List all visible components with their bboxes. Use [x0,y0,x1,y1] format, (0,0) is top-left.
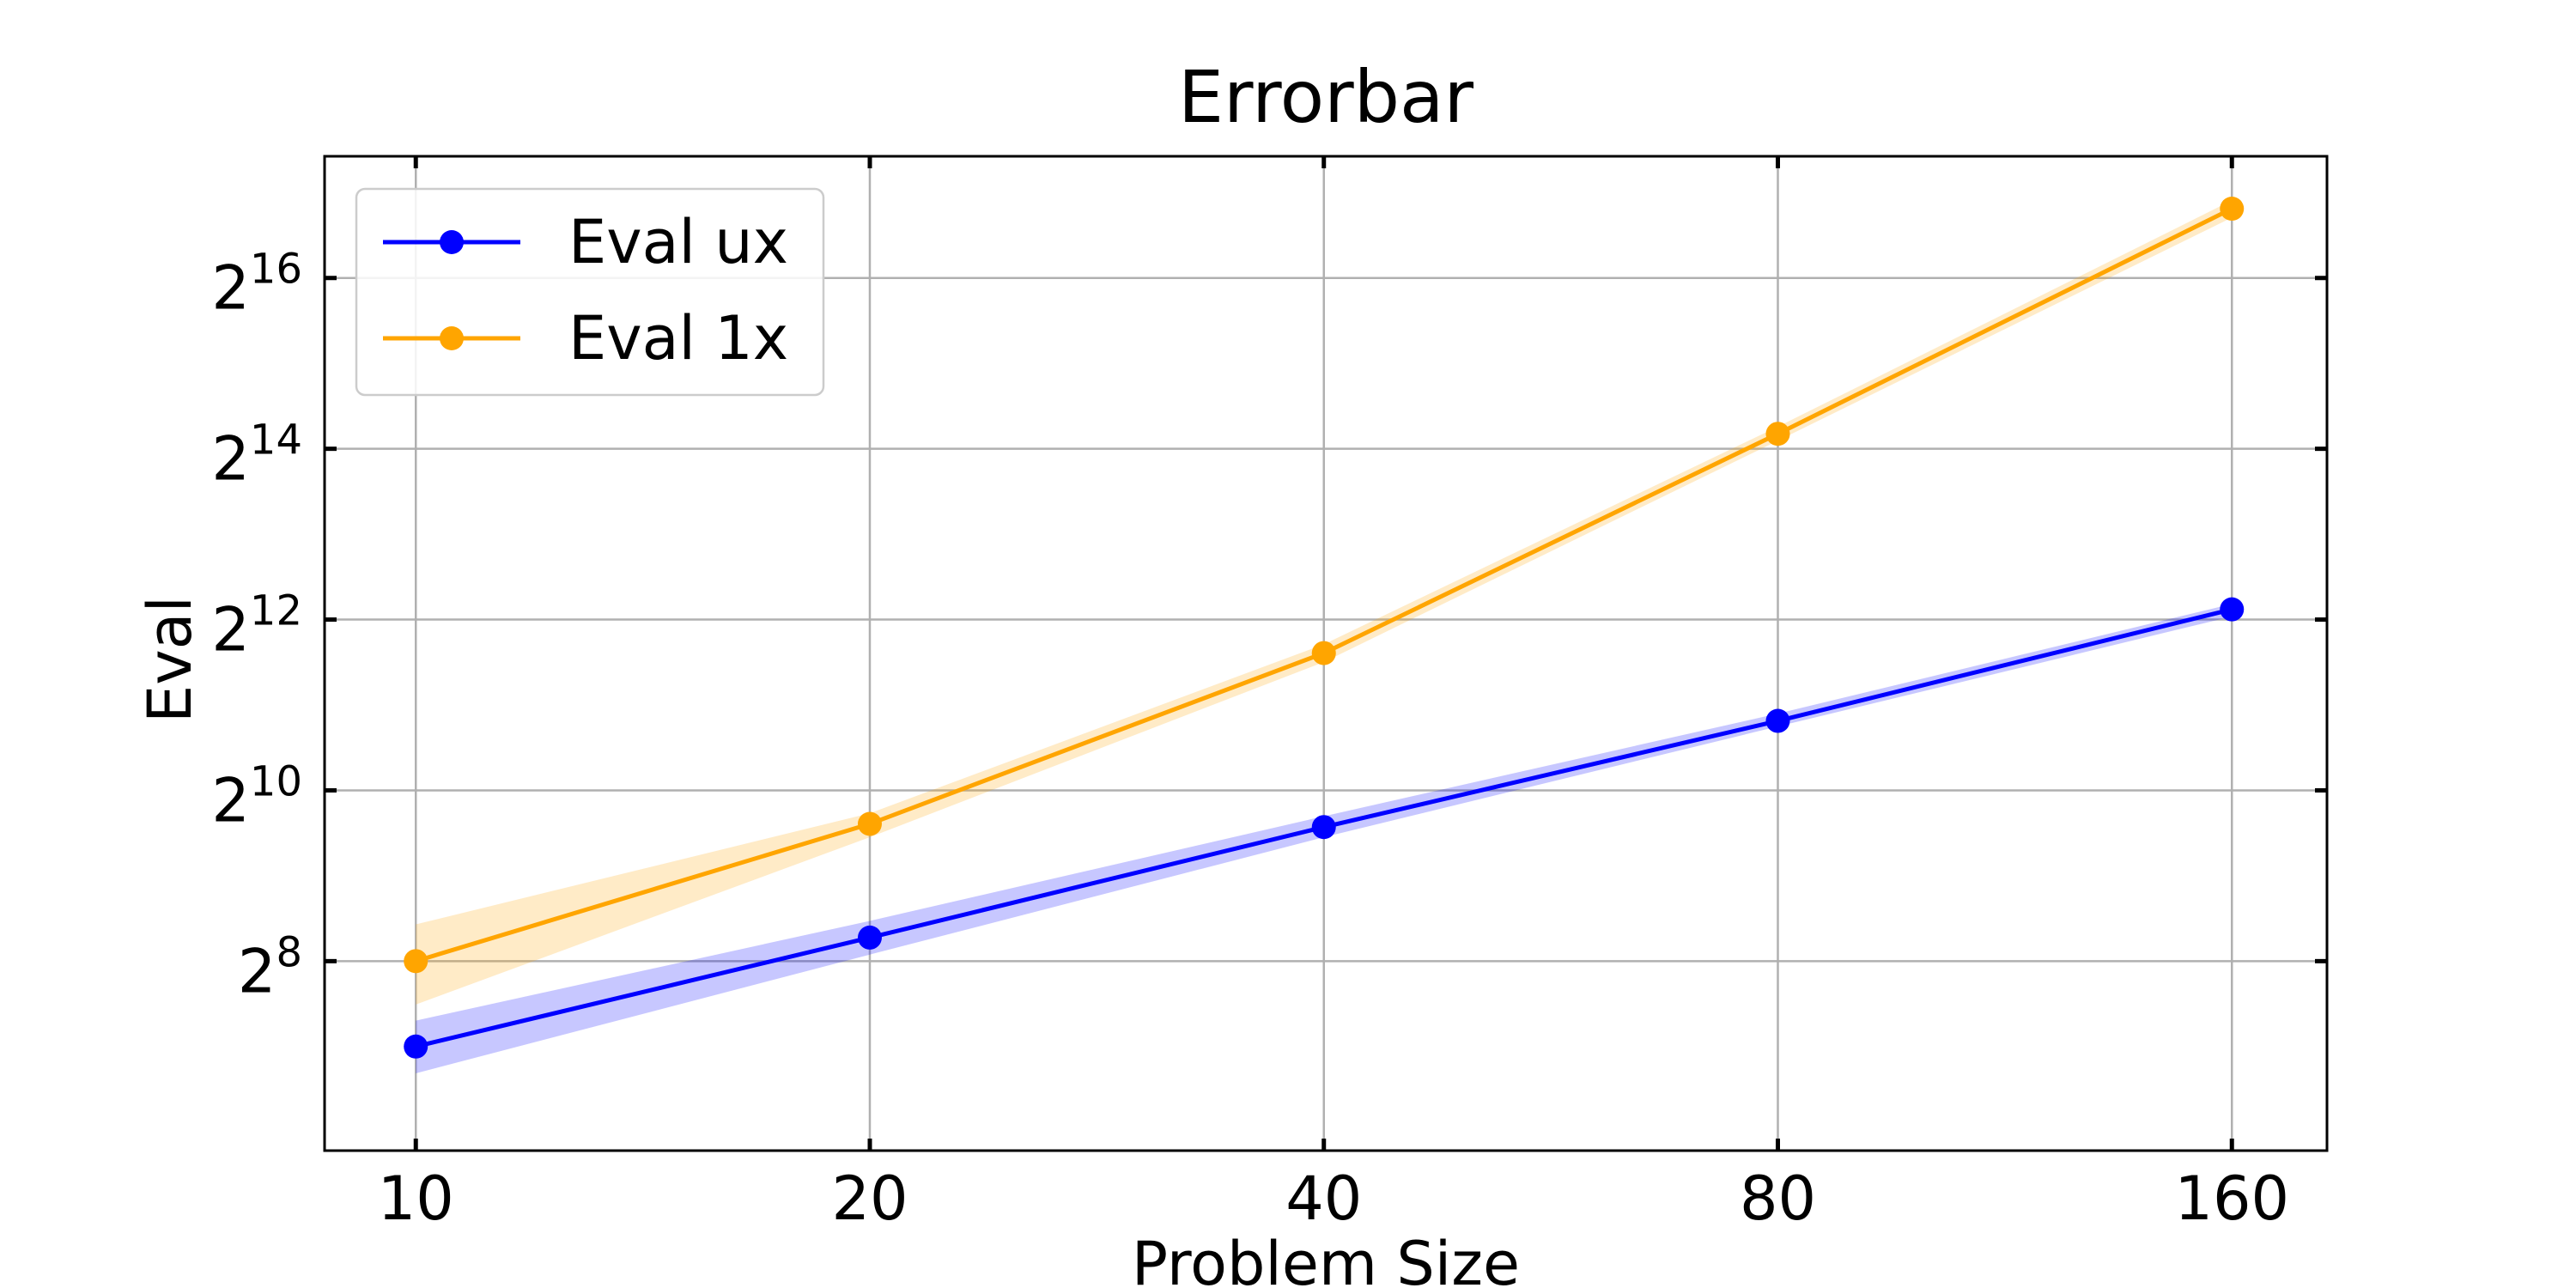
point-eval-ux [404,1034,428,1059]
y-tick-labels: 28 210 212 214 216 [211,246,302,1007]
legend-label-eval-ux: Eval ux [568,207,788,277]
x-tick-labels: 10 20 40 80 160 [378,1163,2289,1234]
x-tick-label: 80 [1740,1163,1816,1234]
y-tick-label: 210 [211,757,302,835]
x-axis-label: Problem Size [1132,1229,1520,1288]
point-eval-1x [857,811,882,836]
x-tick-label: 160 [2174,1163,2289,1234]
legend: Eval ux Eval 1x [355,187,825,397]
point-eval-1x [1311,641,1336,665]
legend-marker-eval-1x [440,326,464,350]
y-tick-label: 212 [211,587,302,665]
point-eval-ux [857,925,882,950]
x-tick-label: 40 [1285,1163,1362,1234]
y-axis-label: Eval [135,596,205,723]
y-tick-label: 216 [211,246,302,324]
legend-marker-eval-ux [440,230,464,254]
band-eval-1x [416,200,2233,1005]
point-eval-1x [1765,422,1790,447]
y-tick-label: 28 [238,928,302,1006]
axis-ticks [325,156,2327,1151]
x-tick-label: 20 [831,1163,908,1234]
series-markers [404,197,2245,1059]
point-eval-ux [2220,597,2245,622]
legend-entries: Eval ux Eval 1x [383,207,788,374]
chart-title: Errorbar [1178,55,1474,139]
point-eval-1x [404,949,428,974]
legend-label-eval-1x: Eval 1x [568,303,788,374]
point-eval-ux [1311,815,1336,840]
point-eval-1x [2220,197,2245,222]
point-eval-ux [1765,708,1790,733]
x-tick-label: 10 [378,1163,454,1234]
y-tick-label: 214 [211,416,302,495]
